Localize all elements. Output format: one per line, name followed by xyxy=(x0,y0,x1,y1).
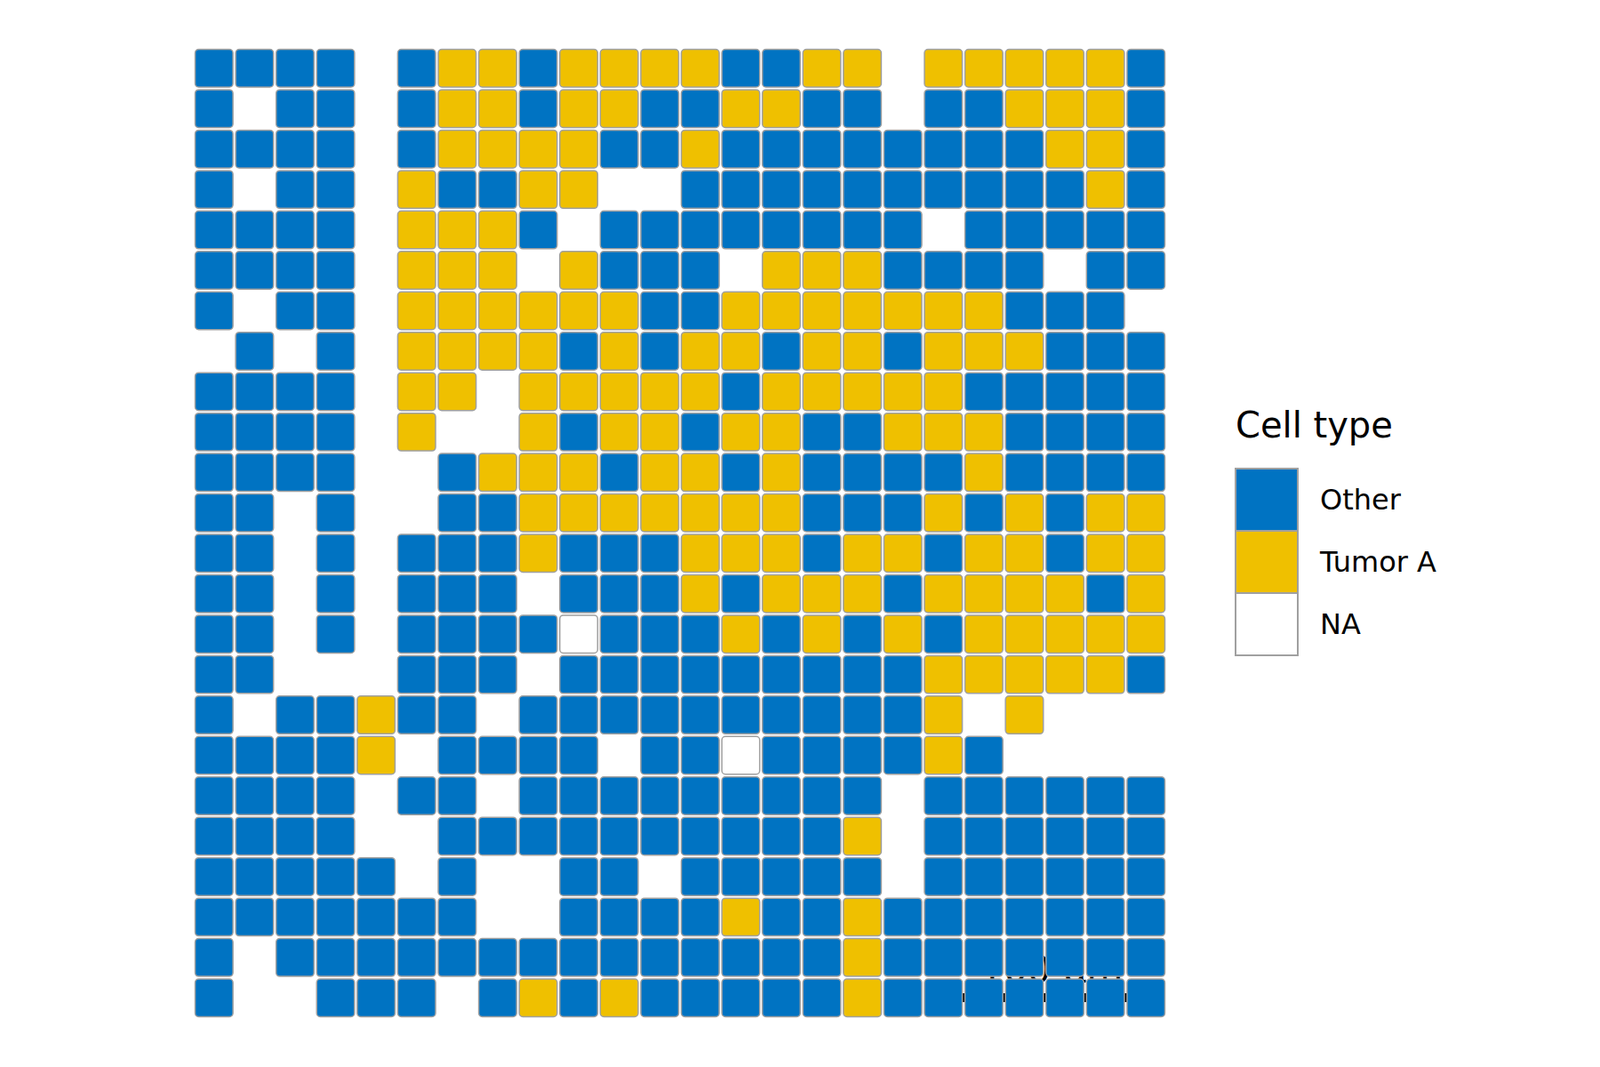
svg-text:Tumor A: Tumor A xyxy=(1319,544,1437,579)
svg-text:NA: NA xyxy=(1320,607,1361,641)
svg-text:Other: Other xyxy=(1320,482,1402,517)
svg-text:Cell type: Cell type xyxy=(1235,404,1393,446)
